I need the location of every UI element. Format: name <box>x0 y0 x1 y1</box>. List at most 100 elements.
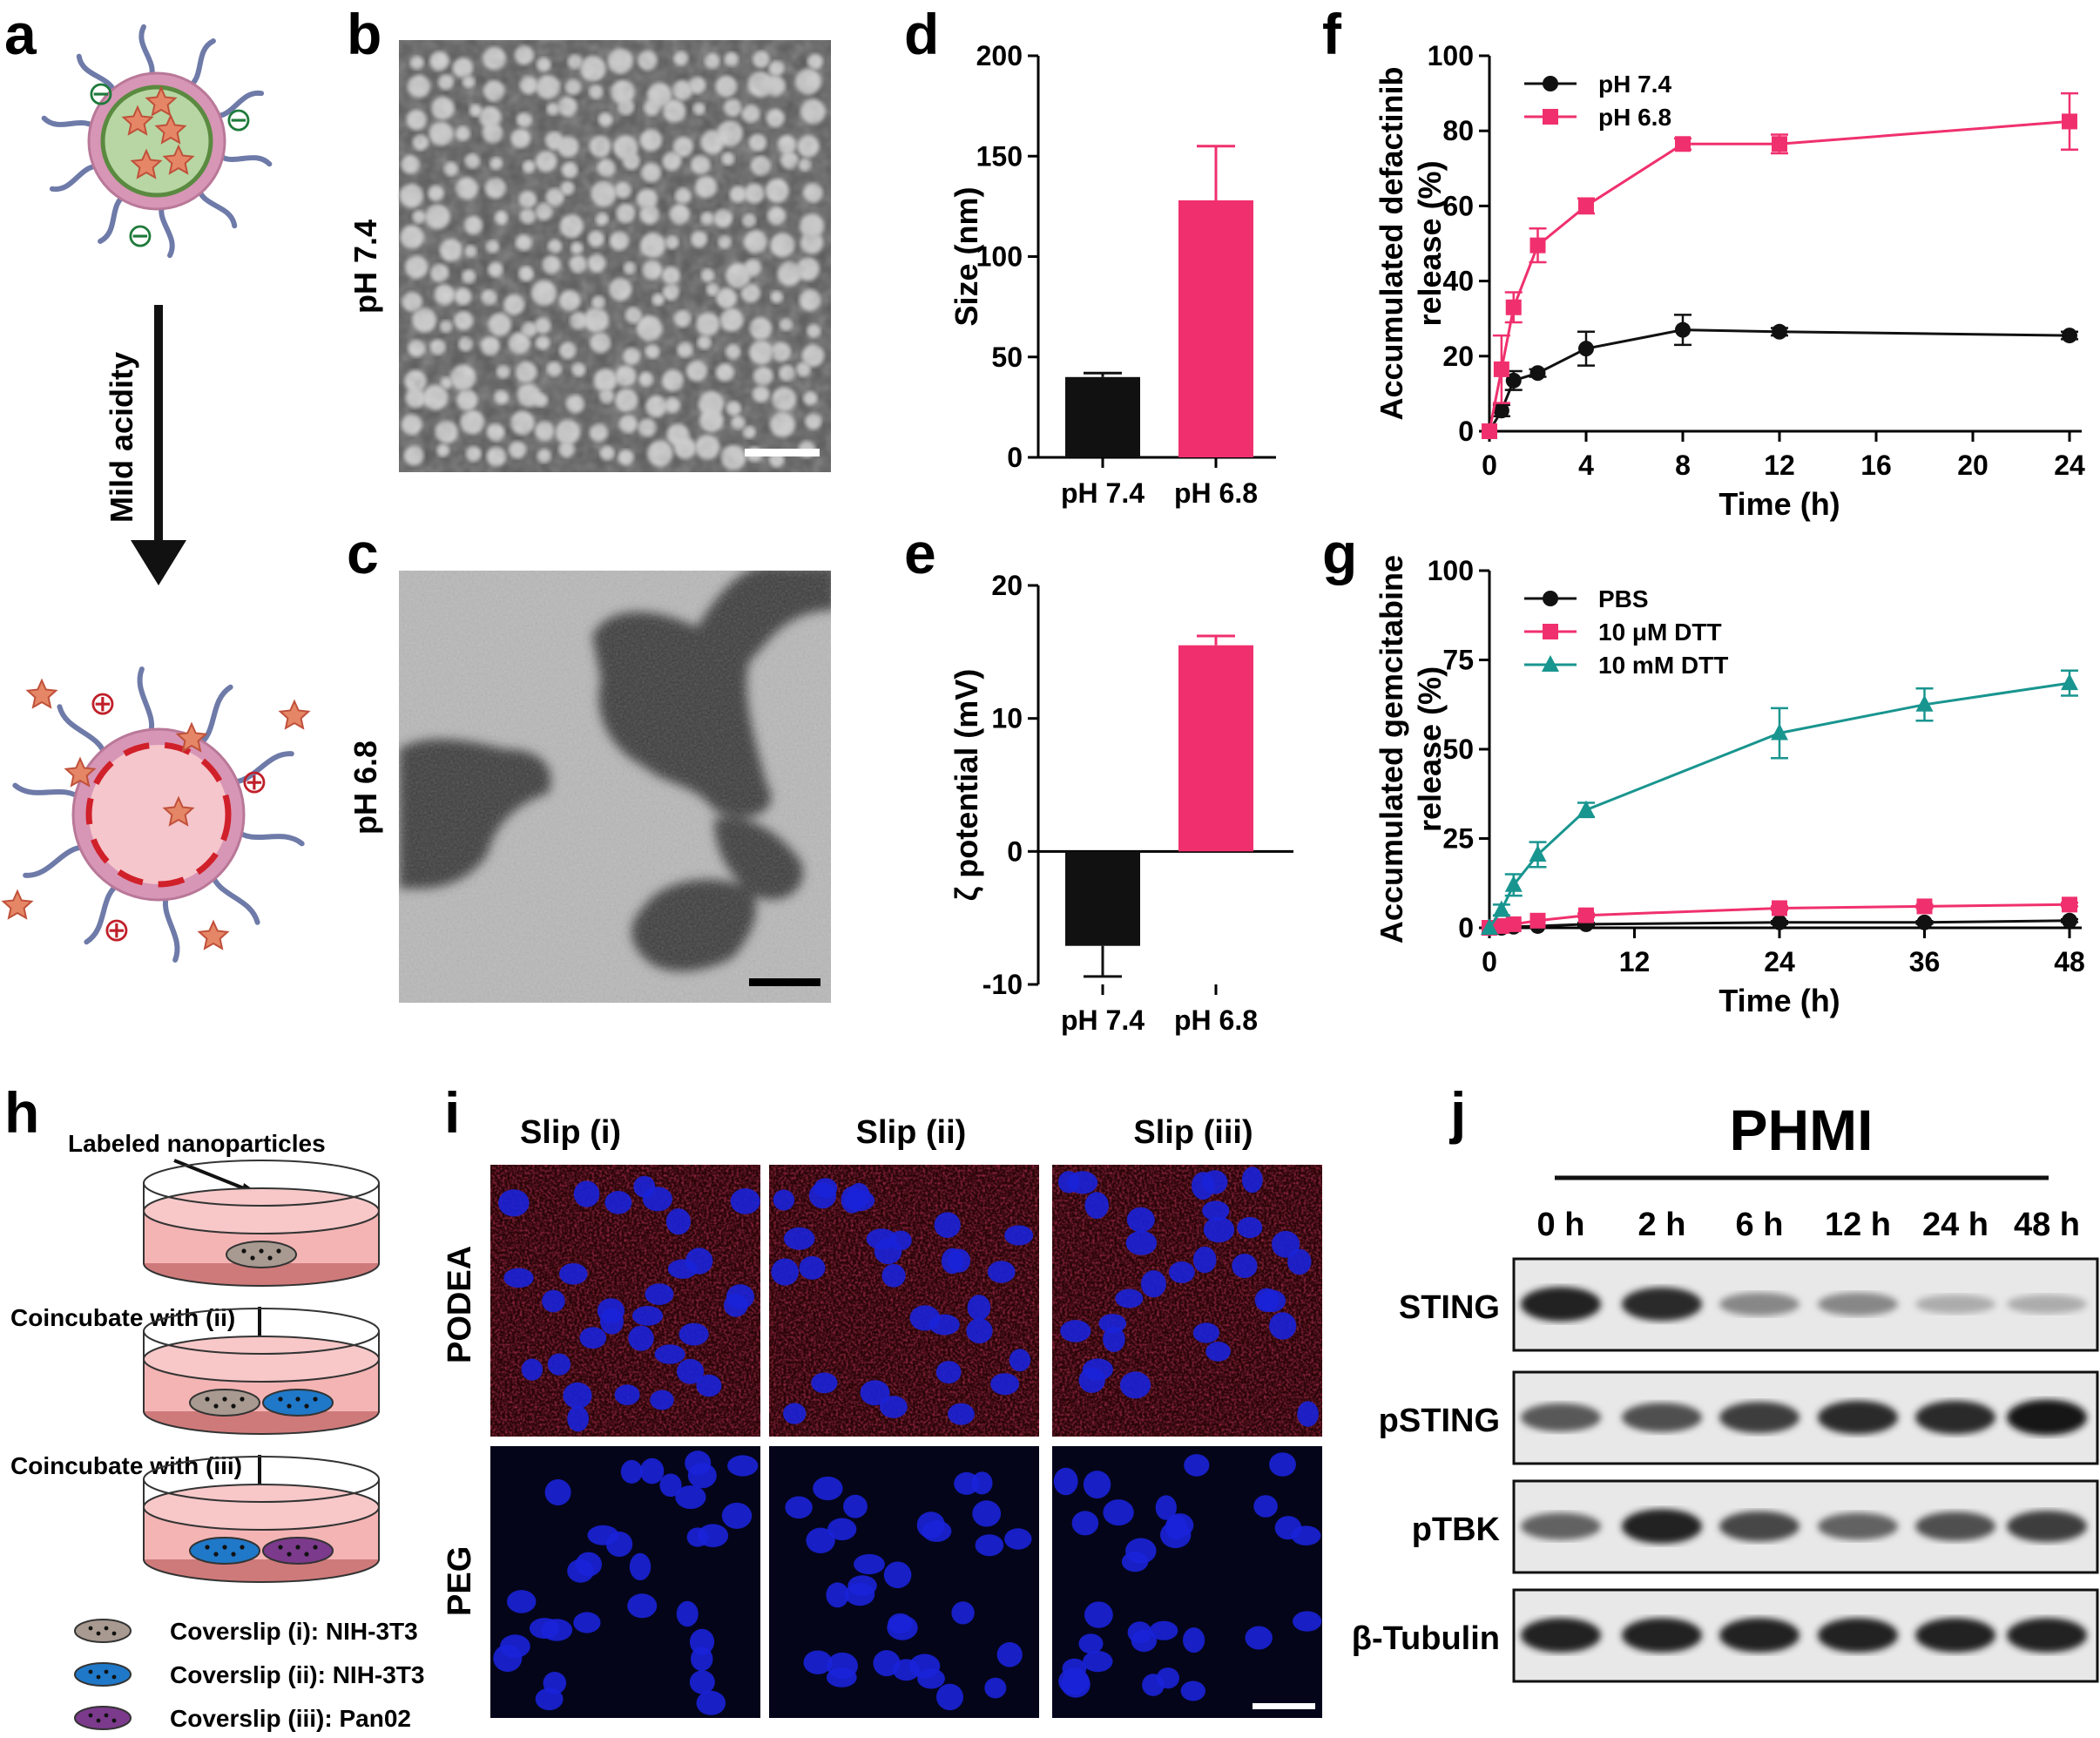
nucleus <box>1060 1320 1091 1342</box>
data-point <box>1675 136 1691 152</box>
coverslip-swatch <box>74 1662 132 1687</box>
y-tick-label: 200 <box>976 40 1023 71</box>
y-tick-label: 0 <box>1007 442 1023 473</box>
drug-stars-top <box>121 85 195 179</box>
nucleus <box>665 1208 692 1235</box>
cell-dot <box>240 1396 245 1402</box>
nucleus <box>990 1373 1020 1396</box>
nucleus <box>936 1683 963 1711</box>
legend-label: Coverslip (i): NIH-3T3 <box>170 1618 418 1645</box>
nucleus <box>567 1559 594 1583</box>
y-tick-label: 20 <box>1442 341 1474 372</box>
y-tick-label: 150 <box>976 140 1023 172</box>
cell-dot <box>222 1545 227 1550</box>
y-axis-title: Accumulated gemcitabine <box>1374 555 1409 943</box>
cell-dot <box>241 1248 246 1254</box>
nucleus <box>642 1187 673 1212</box>
protein-band <box>1719 1511 1800 1542</box>
y-tick-label: 10 <box>991 703 1023 734</box>
nucleus <box>909 1305 941 1331</box>
culture-dish-3 <box>143 1456 380 1583</box>
protein-band <box>1915 1295 1995 1314</box>
nucleus <box>559 1263 588 1285</box>
y-tick-label: 100 <box>1428 40 1474 71</box>
bar <box>1065 376 1140 457</box>
cell-dot <box>88 1669 93 1674</box>
nucleus <box>1272 1230 1300 1258</box>
protein-band <box>1622 1618 1702 1653</box>
peg-chain <box>208 869 260 925</box>
data-point <box>1916 898 1933 915</box>
x-tick-label: 20 <box>1957 450 1989 481</box>
protein-band <box>1915 1400 1995 1435</box>
data-point <box>1481 918 1498 935</box>
protein-band <box>1915 1618 1995 1653</box>
nucleus <box>1131 1629 1158 1653</box>
nucleus <box>1067 1171 1098 1194</box>
row-header: PODEA <box>442 1246 478 1363</box>
negative-charge-icon: ⊖ <box>87 76 115 112</box>
panel-label-b: b <box>347 2 382 66</box>
nucleus <box>696 1690 726 1715</box>
nucleus <box>627 1593 658 1619</box>
data-point <box>1916 914 1933 930</box>
x-axis-title: Time (h) <box>1718 486 1840 522</box>
chart-d-size: 0 50 100 150 200 pH 7.4 pH 6.8 Size (nm) <box>949 40 1276 509</box>
cell-dot <box>205 1396 210 1402</box>
nucleus <box>1098 1314 1127 1334</box>
nucleus <box>521 1358 544 1381</box>
cell-dot <box>104 1713 109 1718</box>
nucleus <box>934 1212 961 1238</box>
micelle-neutral-diagram: ⊖ ⊖ ⊖ <box>41 24 273 259</box>
data-point <box>2062 328 2077 344</box>
protein-band <box>2007 1618 2087 1653</box>
data-point <box>1529 912 1546 929</box>
data-point <box>2061 673 2078 691</box>
panel-label-e: e <box>904 521 936 585</box>
mild-acidity-label: Mild acidity <box>104 352 139 523</box>
panel-c-tem-image: pH 6.8 <box>348 571 831 1003</box>
y-axis-title: Accumulated defactinib <box>1374 66 1409 420</box>
legend-label: PBS <box>1598 585 1649 612</box>
nucleus <box>696 1374 722 1397</box>
nucleus <box>573 1612 601 1633</box>
nucleus <box>971 1471 993 1495</box>
data-point <box>1577 800 1595 817</box>
data-point <box>1504 875 1523 892</box>
lane-label: 2 h <box>1638 1207 1686 1243</box>
x-tick-label: pH 7.4 <box>1061 1004 1145 1036</box>
negative-charge-icon: ⊖ <box>225 102 253 139</box>
cell-dot <box>287 1552 292 1557</box>
nucleus <box>667 1259 698 1279</box>
drug-star-icon <box>162 144 195 175</box>
nucleus <box>677 1358 705 1384</box>
nucleus <box>726 1284 755 1309</box>
panel-j-western-blot: PHMI 0 h 2 h 6 h 12 h 24 h 48 h STING pSTING pTB… <box>1352 1098 2099 1683</box>
nucleus <box>676 1600 699 1627</box>
nucleus <box>916 1511 945 1539</box>
image-background <box>490 1446 760 1718</box>
dish-bottom <box>143 1559 380 1583</box>
band-label: pSTING <box>1379 1403 1500 1439</box>
y-tick-label: 25 <box>1442 823 1474 855</box>
red-signal <box>769 1165 1039 1437</box>
confocal-image <box>1052 1446 1322 1718</box>
nucleus <box>881 1263 906 1288</box>
data-point <box>1915 694 1934 712</box>
nucleus <box>1119 1371 1151 1399</box>
x-tick-label: 12 <box>1764 450 1795 481</box>
y-axis-title: Size (nm) <box>949 186 984 326</box>
y-tick-label: 75 <box>1442 645 1474 676</box>
cell-dot <box>267 1255 273 1261</box>
nucleus <box>730 1188 760 1214</box>
nucleus <box>967 1295 991 1321</box>
nucleus <box>826 1582 849 1608</box>
nucleus <box>631 1306 664 1326</box>
data-point <box>1578 907 1594 923</box>
data-point <box>1492 900 1510 917</box>
cell-dot <box>276 1248 281 1254</box>
protein-band <box>2007 1399 2087 1436</box>
panel-h-schematic: Labeled nanoparticles Coincubate with (i… <box>10 1130 424 1732</box>
nucleus <box>845 1582 875 1606</box>
nucleus <box>654 1344 685 1364</box>
